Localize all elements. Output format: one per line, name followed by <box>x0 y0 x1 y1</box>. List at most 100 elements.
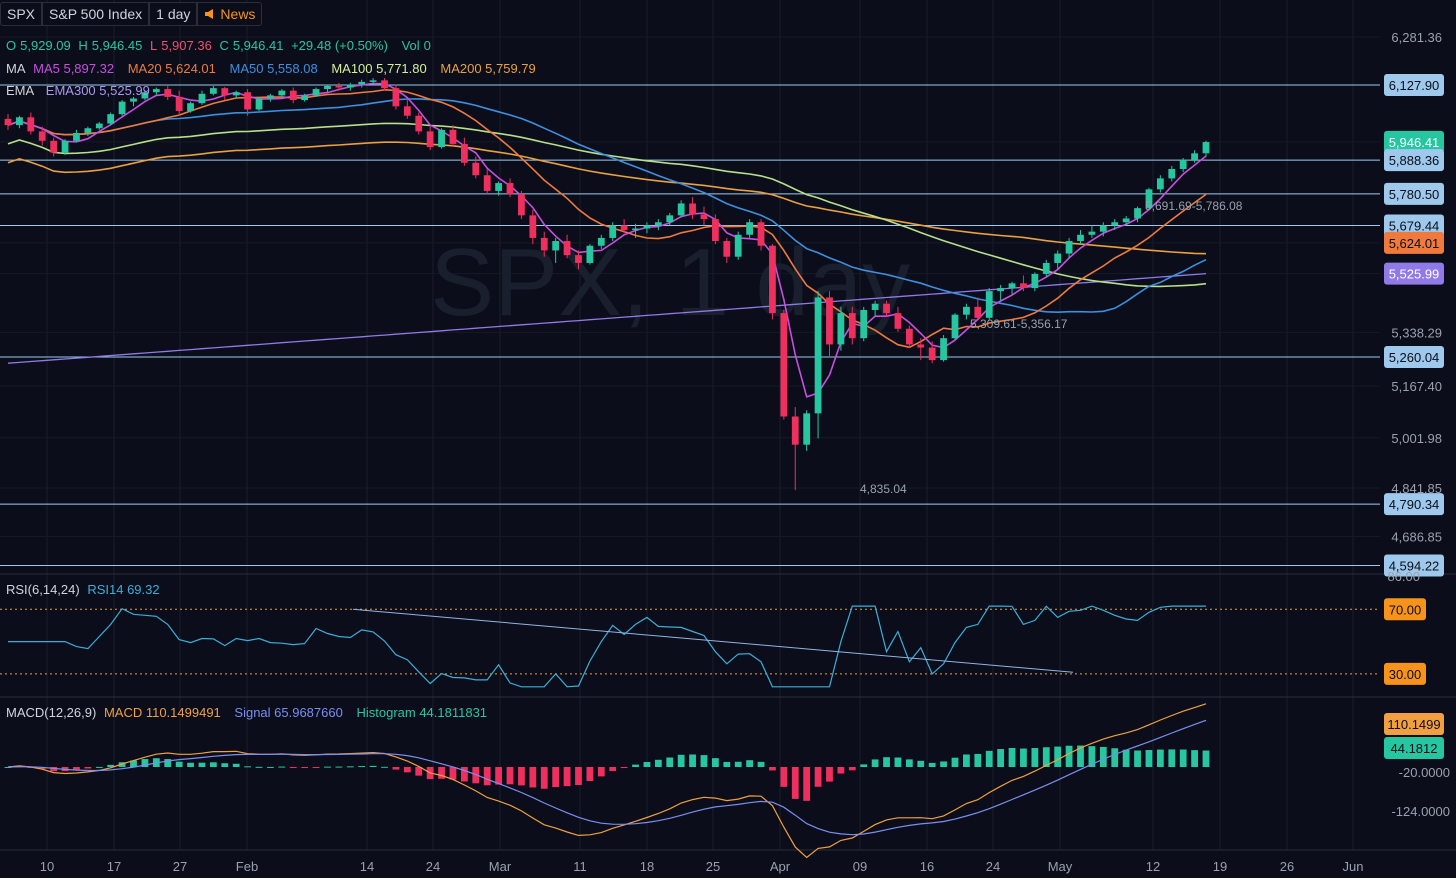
symbol-button[interactable]: SPX <box>0 2 43 26</box>
macd-histogram-bar <box>632 764 639 767</box>
high-label: H <box>78 38 88 53</box>
macd-histogram-bar <box>301 767 309 768</box>
macd-histogram-bar <box>677 754 685 767</box>
candle-body <box>814 297 822 414</box>
rsi-line <box>8 605 1206 688</box>
ma20-line <box>7 88 1207 349</box>
macd-histogram-bar <box>1008 747 1016 767</box>
macd-histogram-bar <box>826 767 833 782</box>
macd-histogram-bar <box>50 767 58 772</box>
price-tag-label: 5,780.50 <box>1389 187 1440 202</box>
candle-body <box>152 89 160 93</box>
macd-histogram-bar <box>278 766 286 768</box>
candle-body <box>723 241 731 257</box>
macd-tick-label: -20.0000 <box>1399 765 1450 780</box>
macd-histogram-bar <box>141 759 149 767</box>
candle-body <box>232 92 240 96</box>
macd-histogram-bar <box>940 761 947 767</box>
macd-histogram-bar <box>175 761 183 767</box>
macd-label: MACD(12,26,9) <box>6 705 97 720</box>
candle-body <box>1191 153 1198 160</box>
candle-body <box>244 92 251 110</box>
candle-body <box>1042 262 1050 274</box>
macd-histogram-bar <box>1122 749 1130 767</box>
macd-histogram-bar <box>1202 750 1210 767</box>
candle-body <box>803 413 811 445</box>
macd-histogram-bar <box>905 759 913 767</box>
candle-body <box>61 140 69 153</box>
macd-histogram-bar <box>483 767 491 786</box>
candle-body <box>1134 208 1141 219</box>
macd-histogram-bar <box>780 767 788 787</box>
rsi-level-tag <box>1384 662 1426 685</box>
macd-histogram-bar <box>73 767 80 770</box>
ema-legend[interactable]: EMA EMA300 5,525.99 <box>6 83 154 98</box>
megaphone-icon <box>205 9 214 19</box>
macd-histogram-bar <box>814 767 822 787</box>
x-tick-label: 12 <box>1146 859 1160 874</box>
candle-body <box>586 245 594 263</box>
candle-body <box>164 89 172 97</box>
x-tick-label: 25 <box>706 859 720 874</box>
range-annotation: 4,835.04 <box>860 482 907 496</box>
candle-body <box>563 241 571 256</box>
candle-body <box>871 303 879 310</box>
macd-histogram-bar <box>620 767 628 768</box>
rsi-label: RSI(6,14,24) <box>6 582 80 597</box>
macd-histogram-bar <box>324 766 331 768</box>
news-label: News <box>220 6 256 22</box>
interval-button[interactable]: 1 day <box>149 2 198 26</box>
candle-body <box>746 222 754 235</box>
x-tick-label: Mar <box>489 859 512 874</box>
macd-histogram-bar <box>837 767 845 774</box>
price-tag-bg <box>1384 554 1444 577</box>
candle-body <box>27 117 35 132</box>
macd-legend[interactable]: MACD(12,26,9) MACD 110.1499491 Signal 65… <box>6 705 491 720</box>
macd-histogram-bar <box>495 767 503 785</box>
x-tick-label: 09 <box>853 859 867 874</box>
candle-body <box>689 203 696 215</box>
candle-body <box>38 131 46 141</box>
macd-histogram-bar <box>552 767 560 788</box>
range-annotation: 5,691.69-5,786.08 <box>1145 199 1243 213</box>
price-tag-label: 4,594.22 <box>1389 559 1440 574</box>
candle-body <box>860 309 868 339</box>
rsi-legend[interactable]: RSI(6,14,24) RSI14 69.32 <box>6 582 164 597</box>
x-tick-label: Apr <box>770 859 791 874</box>
price-tag-bg <box>1384 214 1444 237</box>
macd-histogram-bar <box>381 766 388 768</box>
candle-body <box>1202 142 1210 154</box>
ma-legend[interactable]: MA MA5 5,897.32 MA20 5,624.01 MA50 5,558… <box>6 61 540 76</box>
candle-body <box>974 306 982 318</box>
macd-histogram-bar <box>689 754 696 767</box>
close-value: 5,946.41 <box>232 38 284 53</box>
y-tick-label: 4,841.85 <box>1391 481 1442 496</box>
x-tick-label: 10 <box>40 859 54 874</box>
candle-body <box>84 128 92 133</box>
price-tag-label: 6,127.90 <box>1389 78 1440 93</box>
price-tag-bg <box>1384 493 1444 516</box>
candle-body <box>278 90 286 96</box>
macd-line <box>7 703 1207 859</box>
rsi-level-tag <box>1384 598 1426 621</box>
ohlc-row: O 5,929.09 H 5,946.45 L 5,907.36 C 5,946.41 … <box>6 38 435 53</box>
candle-body <box>883 303 890 314</box>
candle-body <box>780 313 788 417</box>
macd-histogram-bar <box>746 760 754 767</box>
y-tick-label: 6,281.36 <box>1391 30 1442 45</box>
candle-body <box>267 95 274 99</box>
histogram-tag-label: 44.1812 <box>1391 741 1438 756</box>
x-tick-label: Jun <box>1343 859 1364 874</box>
price-tag-label: 5,946.41 <box>1389 135 1440 150</box>
x-tick-label: 24 <box>426 859 440 874</box>
candle-body <box>346 84 354 88</box>
macd-histogram-bar <box>506 767 514 785</box>
candle-body <box>1054 253 1062 263</box>
candle-body <box>221 88 229 96</box>
candle-body <box>928 347 936 361</box>
news-button[interactable]: News <box>197 2 263 26</box>
price-tag-bg <box>1384 262 1444 285</box>
x-tick-label: 19 <box>1213 859 1227 874</box>
macd-histogram-bar <box>540 767 548 789</box>
